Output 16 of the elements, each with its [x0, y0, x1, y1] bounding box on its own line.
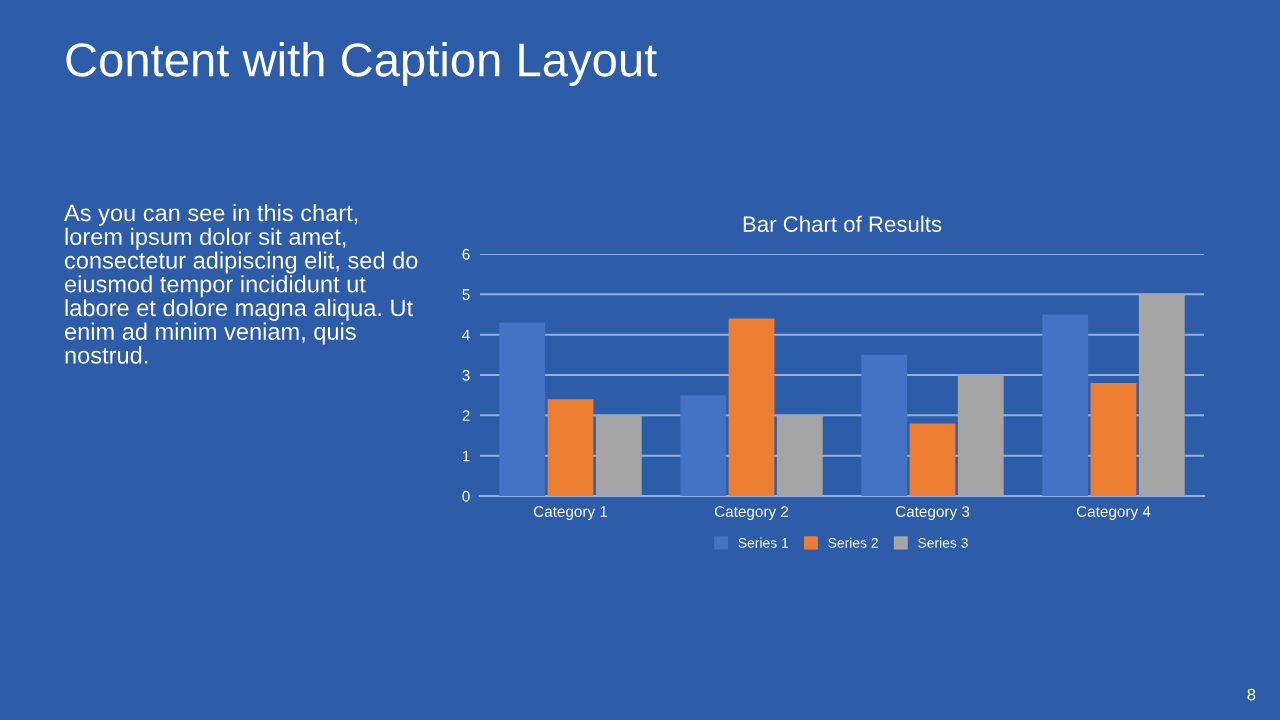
bar: [909, 423, 956, 496]
bar: [776, 415, 823, 496]
text: 8: [1247, 688, 1256, 701]
bar: [728, 318, 775, 496]
bar: [547, 399, 594, 496]
text: As you can see in this chart, lorem ipsum dolor sit amet, consectetur adipiscing elit, sed do eiusmod tempor incididunt ut labore et dolore magna aliqua. Ut enim ad minim veniam, quis nostrud.: [64, 204, 418, 364]
chart-title: Bar Chart of Results: [743, 215, 942, 232]
bar: [861, 354, 908, 496]
bar: [680, 395, 727, 496]
bar: [1042, 314, 1089, 496]
bar: [957, 375, 1004, 496]
bar: [1090, 383, 1137, 496]
bar: [595, 415, 642, 496]
bar: [1138, 294, 1185, 496]
text: Content with Caption Layout: [66, 41, 657, 87]
bar: [499, 322, 546, 496]
